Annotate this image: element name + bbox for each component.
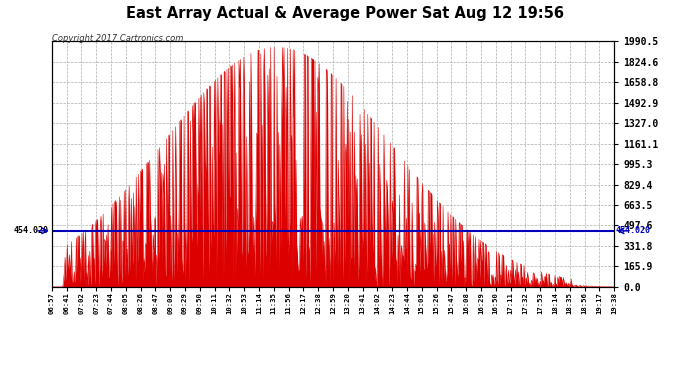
Text: East Array  (DC Watts): East Array (DC Watts) — [518, 22, 631, 31]
Text: Average  (DC Watts): Average (DC Watts) — [399, 22, 502, 31]
Text: 454.020: 454.020 — [14, 226, 49, 236]
Text: 454.020: 454.020 — [615, 226, 650, 236]
Text: Copyright 2017 Cartronics.com: Copyright 2017 Cartronics.com — [52, 34, 183, 43]
Text: East Array Actual & Average Power Sat Aug 12 19:56: East Array Actual & Average Power Sat Au… — [126, 6, 564, 21]
